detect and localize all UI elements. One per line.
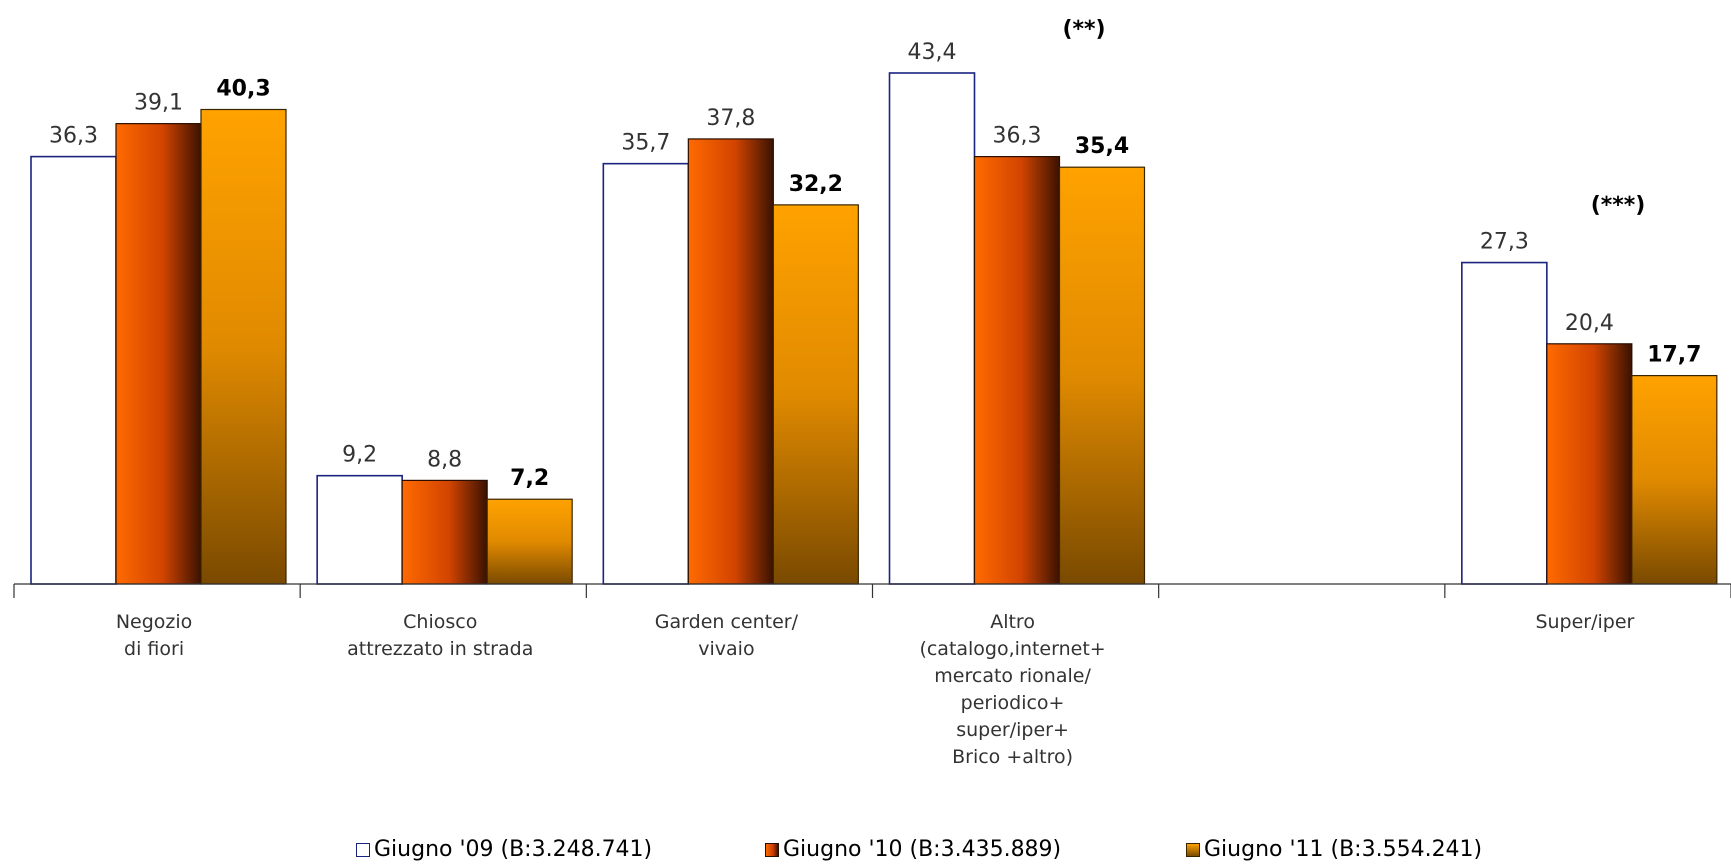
- value-label-s2-c0: 40,3: [216, 77, 270, 102]
- value-label-s0-c2: 35,7: [621, 131, 670, 156]
- bar-s1-c3: [973, 155, 1061, 585]
- value-label-s0-c3: 43,4: [908, 40, 957, 65]
- legend-label-giugno-11: Giugno '11 (B:3.554.241): [1204, 837, 1483, 862]
- value-label-s0-c0: 36,3: [49, 124, 98, 149]
- bar-s1-c0: [115, 123, 202, 585]
- category-label-2-line-1: vivaio: [698, 638, 754, 660]
- legend-swatch-giugno-11: [1186, 842, 1200, 857]
- value-label-s1-c5: 20,4: [1565, 311, 1614, 336]
- value-label-s1-c3: 36,3: [993, 124, 1042, 149]
- category-label-0-line-1: di fiori: [124, 638, 184, 660]
- category-label-2-line-0: Garden center/: [655, 611, 799, 633]
- bar-s0-c5: [1461, 261, 1548, 585]
- value-label-s0-c5: 27,3: [1480, 230, 1529, 255]
- legend-swatch-giugno-10: [765, 842, 779, 857]
- bar-s1-c1: [401, 479, 488, 585]
- category-label-3-line-5: Brico +altro): [952, 746, 1073, 768]
- value-labels-layer: 36,3 39,1 40,3 9,2 8,8 7,2 35,7 37,8 32,2 43,4 36,…: [49, 40, 1701, 491]
- category-label-3-line-0: Altro: [990, 611, 1035, 633]
- annotation-1: (***): [1591, 193, 1646, 218]
- value-label-s0-c1: 9,2: [342, 443, 377, 468]
- bar-s2-c5: [1631, 374, 1718, 585]
- legend-label-giugno-10: Giugno '10 (B:3.435.889): [783, 837, 1062, 862]
- value-label-s2-c5: 17,7: [1647, 343, 1701, 368]
- category-label-1-line-1: attrezzato in strada: [347, 638, 533, 660]
- category-labels-layer: Negozio di fiori Chiosco attrezzato in stra…: [116, 611, 1635, 768]
- value-label-s2-c1: 7,2: [510, 466, 549, 491]
- bar-s1-c2: [687, 138, 774, 585]
- value-label-s1-c1: 8,8: [427, 447, 462, 472]
- value-label-s2-c3: 35,4: [1075, 134, 1129, 159]
- value-label-s1-c2: 37,8: [706, 106, 755, 131]
- bars-layer: [30, 72, 1718, 585]
- category-label-5-line-0: Super/iper: [1535, 611, 1634, 633]
- bar-s2-c1: [486, 498, 573, 585]
- legend-swatch-giugno-09: [356, 842, 370, 857]
- value-label-s2-c2: 32,2: [789, 172, 843, 197]
- x-axis: [13, 583, 1731, 598]
- bar-s0-c3: [888, 72, 976, 585]
- bar-s0-c0: [30, 155, 117, 585]
- annotation-0: (**): [1062, 17, 1105, 42]
- bar-s2-c2: [772, 204, 859, 585]
- legend-item-giugno-09: Giugno '09 (B:3.248.741): [356, 837, 652, 862]
- bar-s0-c1: [316, 474, 403, 585]
- legend: Giugno '09 (B:3.248.741) Giugno '10 (B:3…: [0, 837, 1731, 865]
- value-label-s1-c0: 39,1: [134, 91, 183, 116]
- category-label-0-line-0: Negozio: [116, 611, 192, 633]
- category-label-3-line-4: super/iper+: [956, 719, 1069, 741]
- category-label-3-line-3: periodico+: [961, 692, 1065, 714]
- annotations-layer: (**) (***): [1062, 17, 1645, 218]
- category-label-3-line-1: (catalogo,internet+: [919, 638, 1105, 660]
- bar-s1-c5: [1546, 343, 1633, 585]
- legend-label-giugno-09: Giugno '09 (B:3.248.741): [374, 837, 653, 862]
- legend-item-giugno-11: Giugno '11 (B:3.554.241): [1186, 837, 1482, 862]
- category-label-3-line-2: mercato rionale/: [934, 665, 1091, 687]
- bar-s0-c2: [602, 162, 690, 585]
- legend-item-giugno-10: Giugno '10 (B:3.435.889): [765, 837, 1061, 862]
- bar-s2-c3: [1058, 166, 1146, 585]
- category-label-1-line-0: Chiosco: [403, 611, 477, 633]
- bar-s2-c0: [200, 108, 287, 585]
- bar-chart: 36,3 39,1 40,3 9,2 8,8 7,2 35,7 37,8 32,2 43,4 36,…: [13, 17, 1731, 768]
